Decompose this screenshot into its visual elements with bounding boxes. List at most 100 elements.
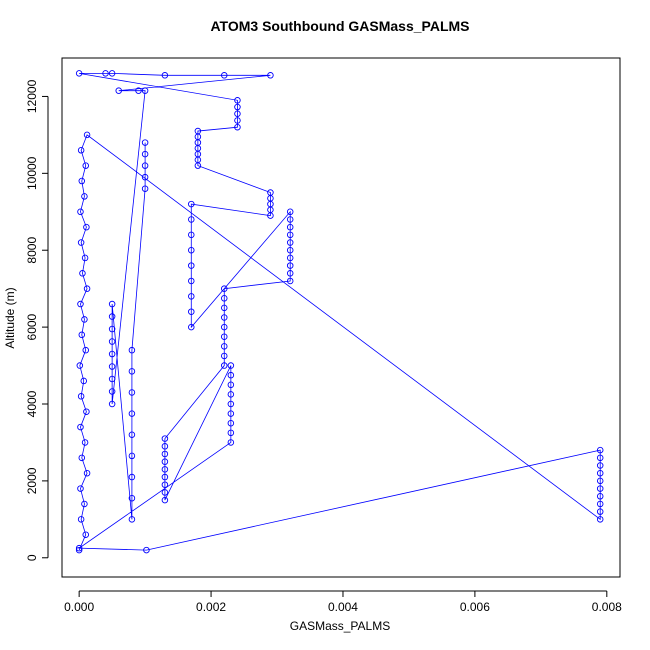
data-point — [141, 185, 149, 192]
data-point — [188, 216, 195, 223]
data-point — [141, 162, 149, 169]
data-point — [79, 270, 86, 277]
data-point — [596, 485, 604, 492]
data-point — [227, 391, 235, 398]
data-point — [286, 270, 294, 277]
data-point — [286, 231, 294, 239]
data-point — [81, 439, 89, 446]
x-tick-label: 0.000 — [64, 600, 94, 614]
data-point — [234, 117, 241, 124]
series-line — [77, 72, 601, 551]
data-point — [286, 223, 294, 231]
data-point — [596, 500, 604, 508]
data-point — [75, 544, 83, 552]
y-tick-label: 4000 — [25, 390, 39, 417]
data-point — [161, 435, 169, 442]
data-point — [161, 481, 169, 488]
data-point — [83, 285, 91, 292]
data-point — [221, 362, 228, 369]
data-point — [128, 389, 136, 396]
y-axis-label: Altitude (m) — [3, 287, 17, 348]
data-point — [227, 439, 235, 446]
data-point — [188, 262, 195, 269]
data-point — [135, 87, 142, 94]
data-point — [77, 208, 84, 216]
data-point — [128, 368, 136, 375]
chart-title: ATOM3 Southbound GASMass_PALMS — [210, 18, 469, 34]
data-point — [83, 223, 90, 231]
data-point — [194, 127, 202, 135]
x-tick-label: 0.008 — [592, 600, 622, 614]
data-point — [80, 377, 88, 385]
data-point — [141, 139, 149, 146]
data-point — [76, 362, 84, 369]
data-point — [77, 300, 84, 308]
data-point — [286, 262, 294, 269]
data-point — [108, 300, 116, 308]
data-point — [221, 304, 228, 312]
data-point — [83, 408, 90, 415]
y-tick-label: 10000 — [25, 156, 39, 190]
data-point — [78, 331, 86, 339]
data-point — [188, 246, 195, 254]
data-point — [286, 254, 294, 262]
data-point — [108, 388, 116, 395]
data-point — [128, 516, 136, 523]
data-point — [286, 277, 294, 285]
data-point — [77, 239, 85, 246]
data-point — [128, 410, 136, 417]
data-point — [188, 293, 195, 300]
y-tick-label: 6000 — [25, 313, 39, 340]
y-tick-label: 0 — [25, 554, 39, 561]
data-point — [596, 477, 604, 485]
data-point — [161, 72, 169, 79]
data-point — [227, 410, 235, 417]
data-point — [141, 87, 149, 94]
data-point — [83, 131, 91, 139]
data-point — [81, 254, 89, 262]
data-point — [82, 531, 89, 538]
data-point — [286, 246, 294, 254]
data-point — [596, 508, 604, 515]
data-point — [188, 308, 195, 315]
data-point — [77, 423, 84, 431]
data-point — [221, 314, 228, 321]
data-point — [78, 177, 86, 185]
data-point — [75, 70, 83, 77]
data-point — [234, 123, 241, 131]
data-point — [108, 313, 116, 320]
data-point — [83, 469, 91, 477]
data-point — [221, 323, 228, 331]
data-point — [115, 87, 122, 94]
data-point — [188, 200, 195, 208]
data-point — [188, 323, 195, 331]
data-point — [227, 371, 235, 379]
data-point — [221, 333, 228, 340]
data-point — [78, 454, 86, 462]
data-point — [141, 150, 149, 158]
data-point — [161, 496, 169, 504]
data-point — [161, 443, 169, 450]
data-point — [108, 400, 116, 408]
x-axis-label: GASMass_PALMS — [290, 619, 390, 633]
y-tick-label: 8000 — [25, 237, 39, 264]
data-point — [77, 147, 85, 154]
y-tick-label: 12000 — [25, 79, 39, 113]
plot-frame — [61, 57, 621, 578]
y-tick-label: 2000 — [25, 467, 39, 494]
data-point — [221, 285, 228, 292]
data-point — [161, 450, 169, 458]
data-point — [75, 546, 83, 554]
data-point — [286, 239, 294, 246]
data-point — [143, 546, 150, 554]
data-point — [596, 469, 604, 477]
data-point — [286, 208, 294, 216]
data-point — [82, 346, 89, 354]
x-tick-label: 0.006 — [460, 600, 490, 614]
data-point — [108, 375, 116, 383]
data-point — [81, 500, 88, 508]
data-point — [82, 162, 89, 169]
data-point — [81, 316, 88, 323]
data-point — [234, 97, 241, 104]
